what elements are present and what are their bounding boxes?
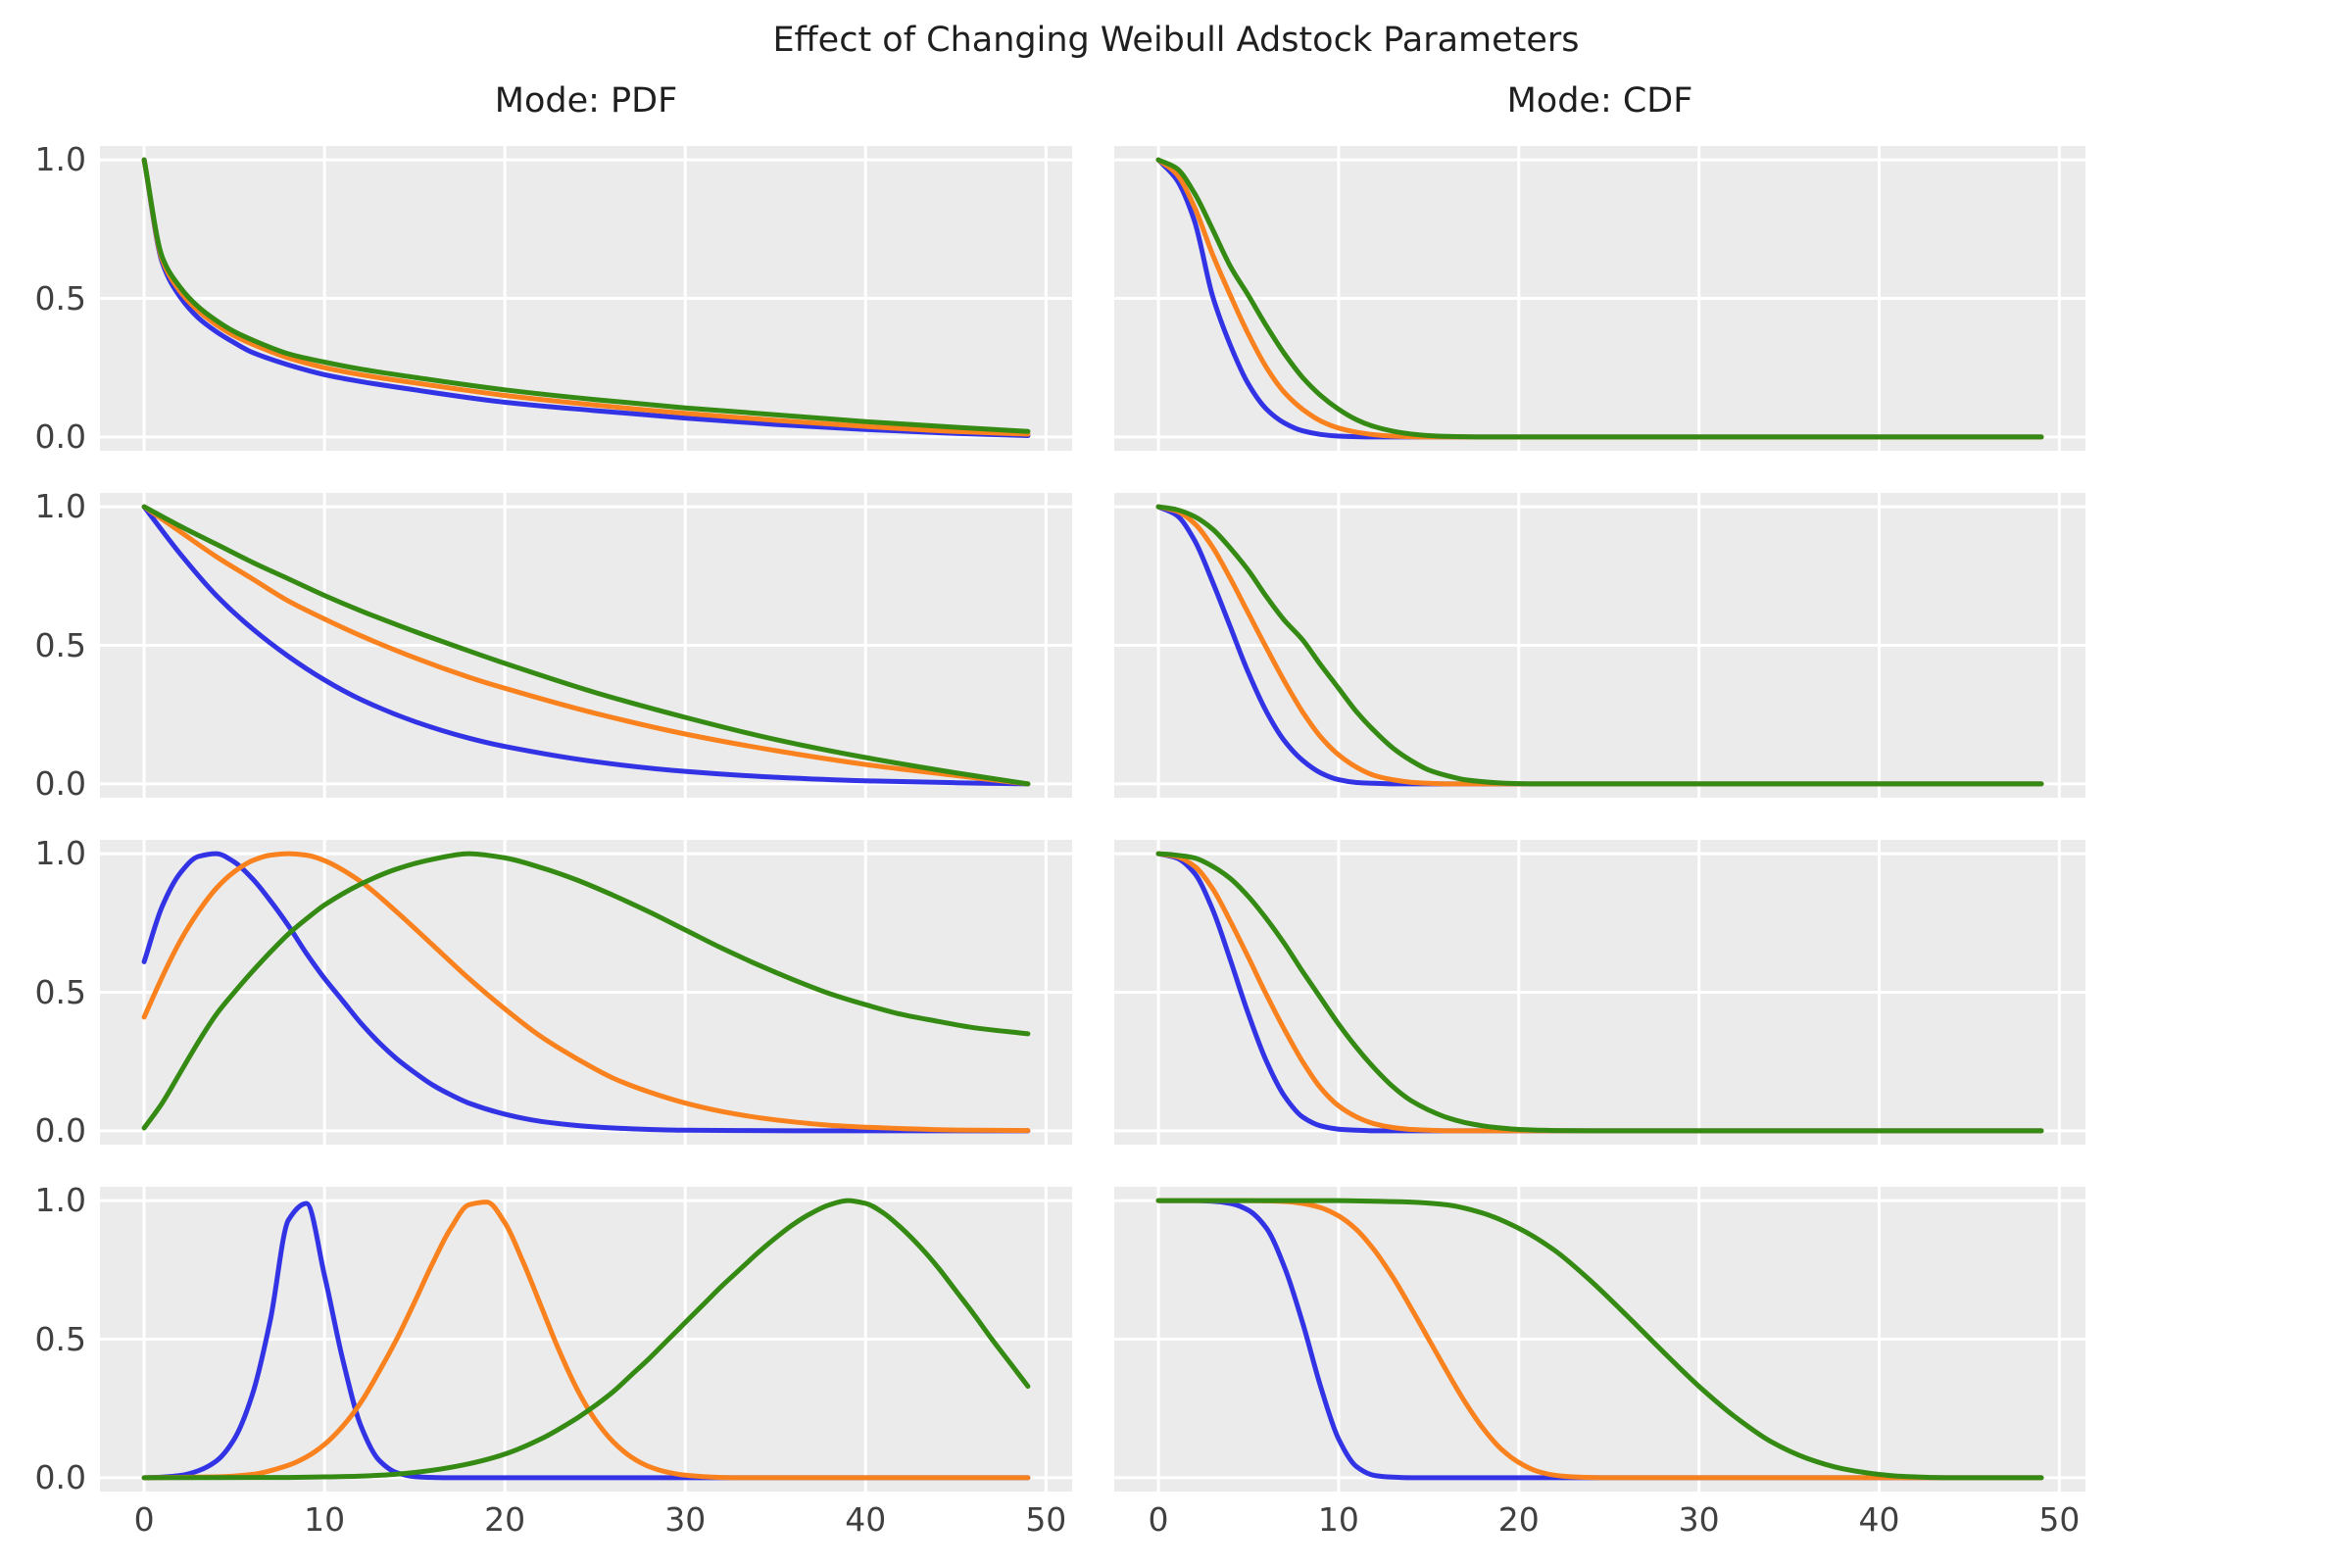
y-tick-label: 1.0: [34, 487, 86, 526]
curve-green-cdf-1: [1155, 157, 2044, 440]
plot-canvas-pdf-3: [100, 840, 1072, 1145]
x-tick-label: 50: [2038, 1500, 2081, 1539]
x-tick-label: 10: [1317, 1500, 1359, 1539]
x-tick-label: 30: [664, 1500, 707, 1539]
y-tick-label: 0.0: [34, 1457, 86, 1496]
curve-blue-pdf-4: [141, 1200, 1031, 1481]
x-tick-label: 30: [1678, 1500, 1720, 1539]
y-tick-label: 0.5: [34, 1319, 86, 1358]
curve-blue-pdf-2: [141, 504, 1031, 787]
curve-orange-pdf-4: [141, 1200, 1031, 1481]
x-tick-label: 20: [1497, 1500, 1540, 1539]
curve-green-pdf-1: [141, 157, 1031, 434]
x-tick-label: 0: [133, 1500, 155, 1539]
plot-canvas-pdf-4: [100, 1187, 1072, 1492]
curve-orange-pdf-1: [141, 157, 1031, 437]
subplot-cdf-row3: [1114, 840, 2085, 1145]
plot-canvas-pdf-1: [100, 146, 1072, 451]
x-tick-label: 0: [1148, 1500, 1169, 1539]
column-title-pdf: Mode: PDF: [494, 81, 678, 121]
y-tick-label: 0.5: [34, 278, 86, 318]
column-title-cdf: Mode: CDF: [1506, 81, 1693, 121]
subplot-pdf-row1: [100, 146, 1072, 451]
curve-green-pdf-3: [141, 851, 1031, 1131]
subplot-cdf-row2: [1114, 493, 2085, 798]
plot-canvas-pdf-2: [100, 493, 1072, 798]
curve-orange-cdf-3: [1155, 851, 2044, 1134]
curve-orange-cdf-2: [1155, 504, 2044, 787]
curve-green-cdf-3: [1155, 851, 2044, 1134]
x-tick-label: 40: [1858, 1500, 1900, 1539]
plot-canvas-cdf-2: [1114, 493, 2085, 798]
subplot-cdf-row4: [1114, 1187, 2085, 1492]
curve-green-pdf-2: [141, 504, 1031, 787]
y-tick-label: 0.5: [34, 625, 86, 664]
y-tick-label: 0.0: [34, 763, 86, 803]
subplot-pdf-row3: [100, 840, 1072, 1145]
subplot-pdf-row2: [100, 493, 1072, 798]
curve-green-cdf-4: [1155, 1198, 2044, 1481]
curve-blue-pdf-1: [141, 157, 1031, 438]
y-tick-label: 1.0: [34, 834, 86, 873]
plot-canvas-cdf-1: [1114, 146, 2085, 451]
y-tick-label: 0.5: [34, 972, 86, 1011]
x-tick-label: 40: [845, 1500, 887, 1539]
y-tick-label: 1.0: [34, 1181, 86, 1220]
x-tick-label: 10: [304, 1500, 346, 1539]
plot-canvas-cdf-3: [1114, 840, 2085, 1145]
plot-canvas-cdf-4: [1114, 1187, 2085, 1492]
y-tick-label: 0.0: [34, 416, 86, 456]
y-tick-label: 1.0: [34, 140, 86, 179]
curve-blue-pdf-3: [141, 851, 1031, 1134]
subplot-cdf-row1: [1114, 146, 2085, 451]
curve-orange-pdf-2: [141, 504, 1031, 787]
curve-green-pdf-4: [141, 1198, 1031, 1481]
figure-title: Effect of Changing Weibull Adstock Param…: [772, 21, 1580, 60]
y-tick-label: 0.0: [34, 1110, 86, 1150]
curve-orange-pdf-3: [141, 851, 1031, 1134]
subplot-pdf-row4: [100, 1187, 1072, 1492]
x-tick-label: 50: [1025, 1500, 1067, 1539]
x-tick-label: 20: [484, 1500, 526, 1539]
curve-green-cdf-2: [1155, 504, 2044, 787]
